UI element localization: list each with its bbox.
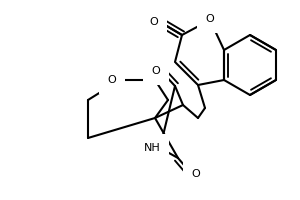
Text: NH: NH [144, 143, 160, 153]
Text: O: O [206, 14, 214, 24]
Text: O: O [150, 17, 158, 27]
Text: O: O [108, 75, 116, 85]
Text: O: O [152, 66, 160, 76]
Text: O: O [192, 169, 200, 179]
